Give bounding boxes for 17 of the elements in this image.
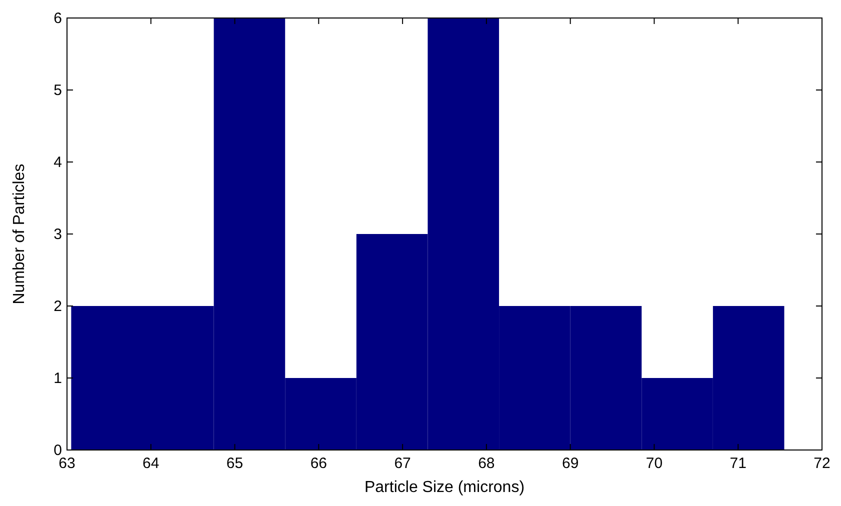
- y-tick-label: 3: [54, 226, 62, 243]
- x-tick-label: 70: [646, 455, 663, 472]
- x-tick-label: 64: [142, 455, 160, 472]
- x-tick-label: 69: [562, 455, 579, 472]
- y-tick-label: 4: [54, 154, 62, 171]
- y-tick-label: 5: [54, 82, 62, 99]
- y-axis-title: Number of Particles: [11, 164, 28, 304]
- x-tick-label: 71: [730, 455, 746, 472]
- x-axis-title: Particle Size (microns): [364, 479, 525, 496]
- x-tick-label: 72: [814, 455, 830, 472]
- y-tick-label: 1: [54, 370, 62, 387]
- y-tick-label: 2: [54, 298, 62, 315]
- x-tick-label: 67: [394, 455, 411, 472]
- x-tick-label: 68: [478, 455, 495, 472]
- x-tick-label: 66: [310, 455, 328, 472]
- x-tick-label: 65: [226, 455, 244, 472]
- y-tick-label: 6: [54, 10, 62, 27]
